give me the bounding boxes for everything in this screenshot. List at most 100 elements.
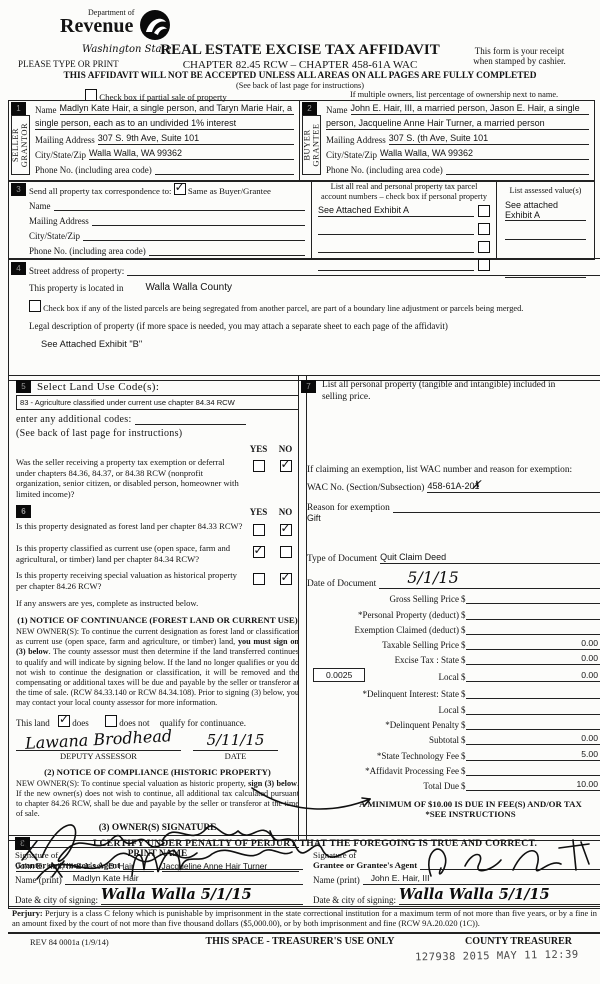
seller-name-field[interactable]: Madlyn Kate Hair, a single person, and T… xyxy=(59,103,294,115)
qualify-line: This land does does not qualify for cont… xyxy=(16,712,299,728)
subtotal-field[interactable]: 0.00 xyxy=(465,733,600,746)
forest-no-checkbox[interactable] xyxy=(279,521,292,536)
current-use-yes-checkbox[interactable] xyxy=(252,543,265,558)
dept-sub: Washington State xyxy=(82,44,172,55)
delinquent-penalty-field[interactable] xyxy=(465,718,600,731)
current-use-question: Is this property classified as current u… xyxy=(16,543,299,564)
segregated-checkbox[interactable] xyxy=(29,300,41,312)
buyer-side-label: BUYER GRANTEE xyxy=(302,115,321,175)
seller-name-field-2[interactable]: single person, each as to an undivided 1… xyxy=(35,118,294,130)
parcel-row-checkbox[interactable] xyxy=(478,241,490,253)
land-use-title: Select Land Use Code(s): xyxy=(37,380,160,393)
buyer-name-field[interactable]: John E. Hair, III, a married person, Jas… xyxy=(350,103,589,115)
see-back-instructions: (See back of last page for instructions) xyxy=(16,428,183,439)
buyer-mailing-field[interactable]: 307 S. (th Ave, Suite 101 xyxy=(388,133,589,145)
corr-city-field[interactable] xyxy=(83,229,305,241)
minimum-due-note: A MINIMUM OF $10.00 IS DUE IN FEE(S) AND… xyxy=(359,799,582,810)
located-in-value[interactable]: Walla Walla County xyxy=(145,282,232,293)
legal-description-value[interactable]: See Attached Exhibit "B" xyxy=(41,339,143,349)
taxable-selling-price-field[interactable]: 0.00 xyxy=(465,638,600,651)
county-treasurer-label: COUNTY TREASURER xyxy=(465,936,572,947)
assessed-row-field[interactable]: See attached Exhibit A xyxy=(505,200,586,221)
deputy-assessor-signature[interactable]: Lawana Brodhead xyxy=(16,726,181,752)
delinquent-interest-local-field[interactable] xyxy=(465,703,600,715)
current-use-no-checkbox[interactable] xyxy=(279,546,292,558)
assessed-row-field[interactable] xyxy=(505,266,586,278)
corr-phone-field[interactable] xyxy=(148,244,305,256)
reason-field[interactable] xyxy=(392,501,600,513)
section-5-number: 5 xyxy=(16,380,31,393)
doc-type-field[interactable]: Quit Claim Deed xyxy=(380,552,600,564)
exemption-yes-checkbox[interactable] xyxy=(252,460,265,472)
street-address-field[interactable] xyxy=(127,264,600,276)
parcel-row-checkbox[interactable] xyxy=(478,259,490,271)
additional-codes-field[interactable] xyxy=(134,413,246,425)
historical-yes-checkbox[interactable] xyxy=(252,573,265,585)
money-row: *Affidavit Processing Fee $ xyxy=(307,764,600,776)
money-row: Taxable Selling Price $0.00 xyxy=(307,638,600,651)
parcel-row-field[interactable] xyxy=(318,259,474,271)
does-not-checkbox[interactable] xyxy=(105,714,117,727)
dept-big: Revenue xyxy=(60,15,134,37)
grantor-signature-line[interactable] xyxy=(122,857,303,870)
corr-mailing-field[interactable] xyxy=(91,214,305,226)
parcel-row-checkbox[interactable] xyxy=(478,205,490,217)
local-rate-box: 0.0025 xyxy=(313,668,366,683)
grantor-name-field[interactable]: Madlyn Kate Hair xyxy=(64,873,303,885)
delinquent-interest-state-field[interactable] xyxy=(465,687,600,700)
seller-side-label: SELLER GRANTOR xyxy=(11,115,30,175)
send-correspondence-row: Send all property tax correspondence to:… xyxy=(29,180,305,196)
gross-selling-price-field[interactable] xyxy=(465,592,600,605)
reason-value[interactable]: Gift xyxy=(307,513,321,523)
parcel-row-field[interactable]: See Attached Exhibit A xyxy=(318,205,474,217)
exemption-claimed-field[interactable] xyxy=(465,623,600,635)
deputy-date-field[interactable]: 5/11/15 xyxy=(193,731,278,751)
buyer-city-field[interactable]: Walla Walla, WA 99362 xyxy=(380,148,589,160)
certify-statement: I CERTIFY UNDER PENALTY OF PERJURY THAT … xyxy=(92,838,538,849)
assessed-row-field[interactable] xyxy=(505,228,586,240)
parcel-row-field[interactable] xyxy=(318,241,474,253)
forest-yes-checkbox[interactable] xyxy=(252,524,265,536)
grantee-name-field[interactable]: John E. Hair, III xyxy=(362,873,600,885)
buyer-phone-field[interactable] xyxy=(445,163,589,175)
deputy-captions: DEPUTY ASSESSOR DATE xyxy=(60,750,247,761)
treasurer-date-stamp: 127938 2015 MAY 11 12:39 xyxy=(414,948,579,964)
parcel-row-field[interactable] xyxy=(318,223,474,235)
state-technology-fee-field[interactable]: 5.00 xyxy=(465,749,600,761)
corr-name-field[interactable] xyxy=(53,199,305,211)
treasurer-use-only: THIS SPACE - TREASURER'S USE ONLY xyxy=(205,936,395,947)
grantor-date-city-field[interactable]: Walla Walla 5/1/15 xyxy=(101,886,303,905)
property-location-section: 4 Street address of property: This prope… xyxy=(8,258,600,381)
same-as-buyer-checkbox[interactable] xyxy=(173,180,186,195)
affidavit-processing-fee-field[interactable] xyxy=(465,764,600,776)
wac-number-field[interactable]: 458-61A-201 xyxy=(427,481,600,493)
form-title: REAL ESTATE EXCISE TAX AFFIDAVIT xyxy=(160,42,440,58)
excise-tax-local-field[interactable]: 0.00 xyxy=(465,670,600,683)
seller-city-field[interactable]: Walla Walla, WA 99362 xyxy=(89,148,294,160)
if-yes-note: If any answers are yes, complete as inst… xyxy=(16,598,199,608)
total-due-field[interactable]: 10.00 xyxy=(465,779,600,792)
doc-type-row: Type of Document Quit Claim Deed xyxy=(307,552,600,564)
additional-codes-label: enter any additional codes: xyxy=(16,414,132,425)
seller-mailing-field[interactable]: 307 S. 9th Ave, Suite 101 xyxy=(97,133,294,145)
does-checkbox[interactable] xyxy=(58,712,70,727)
land-use-code-box[interactable]: 83 - Agriculture classified under curren… xyxy=(16,395,299,410)
seller-phone-field[interactable] xyxy=(154,163,294,175)
excise-tax-state-field[interactable]: 0.00 xyxy=(465,653,600,666)
seller-city-label: City/State/Zip xyxy=(35,150,86,160)
street-address-label: Street address of property: xyxy=(29,266,125,276)
buyer-name-field-2[interactable]: person, Jacqueline Anne Hair Turner, a m… xyxy=(326,118,589,130)
notice-continuance-text: NEW OWNER(S): To continue the current de… xyxy=(16,627,299,708)
historical-no-checkbox[interactable] xyxy=(279,570,292,585)
claiming-exemption-label: If claiming an exemption, list WAC numbe… xyxy=(307,465,573,475)
owners-signature-label: (3) OWNER(S) SIGNATURE xyxy=(98,823,217,834)
money-row: Gross Selling Price $ xyxy=(307,592,600,605)
personal-property-deduct-field[interactable] xyxy=(465,608,600,620)
exemption-no-checkbox[interactable] xyxy=(279,457,292,472)
section-4-number: 4 xyxy=(11,262,26,275)
doc-date-field[interactable]: 5/1/15 xyxy=(379,568,600,589)
grantee-signature-line[interactable] xyxy=(420,857,600,870)
parcel-row-checkbox[interactable] xyxy=(478,223,490,235)
grantee-date-city-field[interactable]: Walla Walla 5/1/15 xyxy=(399,886,600,905)
money-row: Excise Tax : State $0.00 xyxy=(307,653,600,666)
